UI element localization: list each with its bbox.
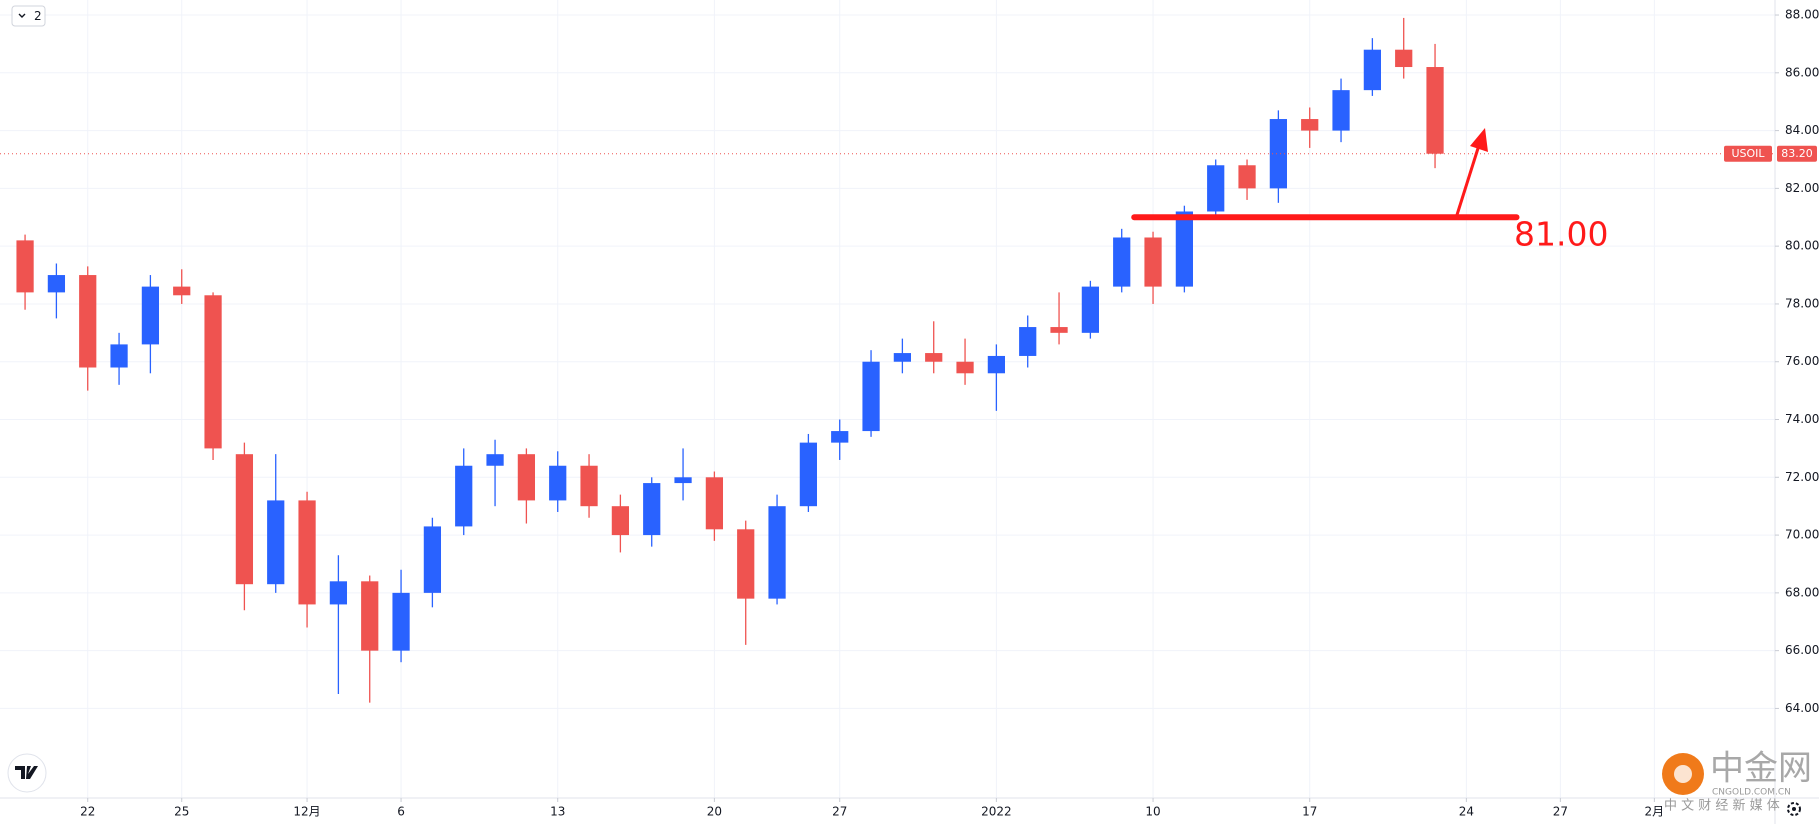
x-tick-label: 6 xyxy=(397,805,405,819)
watermark-brand: 中金网 xyxy=(1710,749,1812,789)
x-tick-label: 2月 xyxy=(1645,805,1665,819)
candle-body xyxy=(1207,165,1225,212)
candle-body xyxy=(893,353,911,362)
price-label: 83.20 xyxy=(1781,147,1813,160)
candle-body xyxy=(361,581,379,651)
watermark: 中金网 CNGOLD.COM.CN 中 文 财 经 新 媒 体 xyxy=(1662,749,1812,814)
candle-body xyxy=(674,477,692,484)
y-tick-label: 82.00 xyxy=(1785,181,1819,195)
candle-body xyxy=(768,506,786,599)
y-tick-label: 70.00 xyxy=(1785,528,1819,542)
x-tick-label: 12月 xyxy=(293,805,320,819)
candle-body xyxy=(1050,327,1068,333)
candle-body xyxy=(925,353,943,362)
x-tick-label: 20 xyxy=(707,805,722,819)
candle-body xyxy=(486,454,504,466)
watermark-tagline: 中 文 财 经 新 媒 体 xyxy=(1664,798,1780,814)
y-tick-label: 76.00 xyxy=(1785,354,1819,368)
candle-body xyxy=(1269,119,1287,189)
candle-body xyxy=(580,465,598,507)
support-label: 81.00 xyxy=(1514,215,1608,254)
x-tick-label: 27 xyxy=(832,805,847,819)
arrow-head xyxy=(1470,128,1488,152)
candle-body xyxy=(549,465,567,501)
candle-body xyxy=(1175,211,1193,287)
button-frame xyxy=(11,5,46,27)
x-tick-label: 2022 xyxy=(981,805,1012,819)
candle-body xyxy=(862,361,880,432)
y-tick-label: 72.00 xyxy=(1785,470,1819,484)
candle-body xyxy=(611,506,630,536)
price-badge xyxy=(1777,145,1817,162)
chevron-icon xyxy=(18,13,26,18)
candle-body xyxy=(1113,237,1131,287)
candle-body xyxy=(643,483,661,536)
y-tick-label: 86.00 xyxy=(1785,65,1819,79)
candle-body xyxy=(455,465,473,527)
x-tick-label: 24 xyxy=(1459,805,1474,819)
candle-body xyxy=(298,500,316,605)
candle-body xyxy=(1081,286,1099,333)
watermark-logo-inner xyxy=(1674,765,1692,783)
grid xyxy=(0,0,1775,798)
interval-button[interactable]: 2 xyxy=(11,5,46,27)
symbol-label: USOIL xyxy=(1731,147,1765,160)
y-tick-label: 68.00 xyxy=(1785,585,1819,599)
candle-body xyxy=(267,500,285,585)
x-tick-label: 10 xyxy=(1145,805,1160,819)
tradingview-logo[interactable] xyxy=(7,753,47,793)
candle-body xyxy=(956,361,974,374)
candle-body xyxy=(1426,67,1444,154)
candles xyxy=(16,17,1444,703)
candle-body xyxy=(1019,327,1037,356)
candle-body xyxy=(423,526,442,593)
symbol-badge xyxy=(1724,145,1772,162)
x-tick-label: 17 xyxy=(1302,805,1317,819)
arrow-shaft xyxy=(1454,141,1482,219)
candle-body xyxy=(737,529,755,599)
candle-body xyxy=(392,592,410,651)
y-tick-label: 66.00 xyxy=(1785,643,1819,657)
y-tick-label: 88.00 xyxy=(1785,8,1819,22)
y-tick-label: 74.00 xyxy=(1785,412,1819,426)
y-tick-label: 64.00 xyxy=(1785,701,1819,715)
candle-body xyxy=(987,355,1005,374)
interval-label: 2 xyxy=(34,9,42,23)
candle-body xyxy=(141,286,160,345)
x-tick-label: 22 xyxy=(80,805,95,819)
y-tick-label: 78.00 xyxy=(1785,296,1819,310)
x-tick-label: 13 xyxy=(550,805,565,819)
candle-body xyxy=(1144,237,1162,287)
y-tick-label: 80.00 xyxy=(1785,239,1819,253)
candle-body xyxy=(1395,49,1413,68)
candle-body xyxy=(110,344,128,368)
candle-body xyxy=(1332,90,1350,131)
candle-body xyxy=(329,581,348,605)
candle-body xyxy=(235,454,254,585)
logo-mark xyxy=(15,766,38,779)
candle-body xyxy=(204,295,222,449)
gear-center xyxy=(1792,807,1796,811)
candle-body xyxy=(79,275,97,368)
candle-body xyxy=(1301,119,1319,131)
candle-body xyxy=(705,477,724,530)
candle-body xyxy=(1238,165,1256,189)
gear xyxy=(1787,802,1801,816)
candle-body xyxy=(831,431,849,443)
candle-body xyxy=(517,454,536,501)
candle-body xyxy=(173,286,191,296)
x-tick-label: 27 xyxy=(1553,805,1568,819)
candle-body xyxy=(799,442,818,507)
candle-body xyxy=(1363,49,1381,91)
x-tick-label: 25 xyxy=(174,805,189,819)
watermark-domain: CNGOLD.COM.CN xyxy=(1712,788,1791,798)
candle-body xyxy=(16,240,34,293)
settings-icon[interactable] xyxy=(1787,802,1801,816)
candle-body xyxy=(47,275,66,293)
y-tick-label: 84.00 xyxy=(1785,123,1819,137)
